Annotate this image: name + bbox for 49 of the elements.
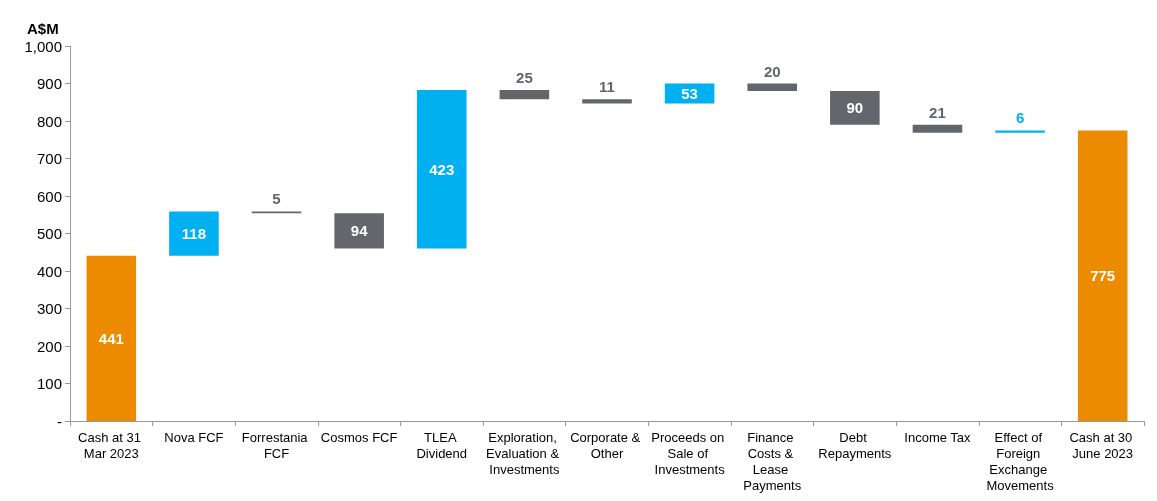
data-label: 5 xyxy=(272,190,281,208)
data-label: 11 xyxy=(599,78,615,96)
x-tick-label: Forrestania FCF xyxy=(241,429,312,461)
bar xyxy=(995,130,1045,133)
x-tick-label: Debt Repayments xyxy=(818,429,892,461)
data-label: 90 xyxy=(846,99,864,117)
x-tick-label: Effect of Foreign Exchange Movements xyxy=(986,429,1055,493)
x-tick-label: Income Tax xyxy=(904,429,972,445)
bar xyxy=(830,91,880,125)
data-label: 441 xyxy=(98,329,124,347)
bar xyxy=(416,89,467,249)
y-tick-label: 100 xyxy=(36,375,62,392)
y-tick-label: 500 xyxy=(36,225,62,242)
x-tick-label: Corporate & Other xyxy=(570,429,644,461)
x-tick-label: Finance Costs & Lease Payments xyxy=(743,429,802,493)
data-label: 53 xyxy=(681,84,698,102)
y-tick-label: 1,000 xyxy=(24,37,62,55)
x-tick-label: Nova FCF xyxy=(164,429,224,445)
x-tick-label: Cash at 30 June 2023 xyxy=(1069,429,1136,461)
bar xyxy=(86,255,137,421)
bar xyxy=(499,89,550,100)
data-label: 25 xyxy=(516,68,533,86)
y-tick-label: 400 xyxy=(36,262,62,280)
y-tick-label: 200 xyxy=(36,337,62,355)
data-label: 6 xyxy=(1015,109,1025,127)
x-tick-label: Cash at 31 Mar 2023 xyxy=(78,429,145,461)
bar xyxy=(747,83,798,91)
data-label: 94 xyxy=(350,222,369,240)
bar xyxy=(1077,130,1128,421)
data-label: 21 xyxy=(929,103,946,121)
y-tick-label: 700 xyxy=(36,150,62,167)
y-tick-label: 900 xyxy=(36,75,62,92)
bar xyxy=(169,211,219,256)
bar xyxy=(334,213,384,249)
data-label: 118 xyxy=(181,225,207,242)
bar xyxy=(912,124,963,133)
y-tick-label: 800 xyxy=(36,112,62,130)
y-axis-title: A$M xyxy=(27,20,59,37)
x-tick-label: TLEA Dividend xyxy=(416,429,468,461)
bar xyxy=(582,99,632,104)
x-tick-label: Proceeds on Sale of Investments xyxy=(651,429,728,477)
y-tick-label: - xyxy=(57,412,62,430)
y-tick-label: 300 xyxy=(36,300,62,317)
data-label: 423 xyxy=(429,160,455,178)
y-tick-label: 600 xyxy=(36,187,62,205)
x-tick-label: Exploration, Evaluation & Investments xyxy=(486,429,563,477)
data-label: 775 xyxy=(1090,267,1116,285)
x-tick-label: Cosmos FCF xyxy=(320,429,398,445)
data-label: 20 xyxy=(763,62,781,80)
